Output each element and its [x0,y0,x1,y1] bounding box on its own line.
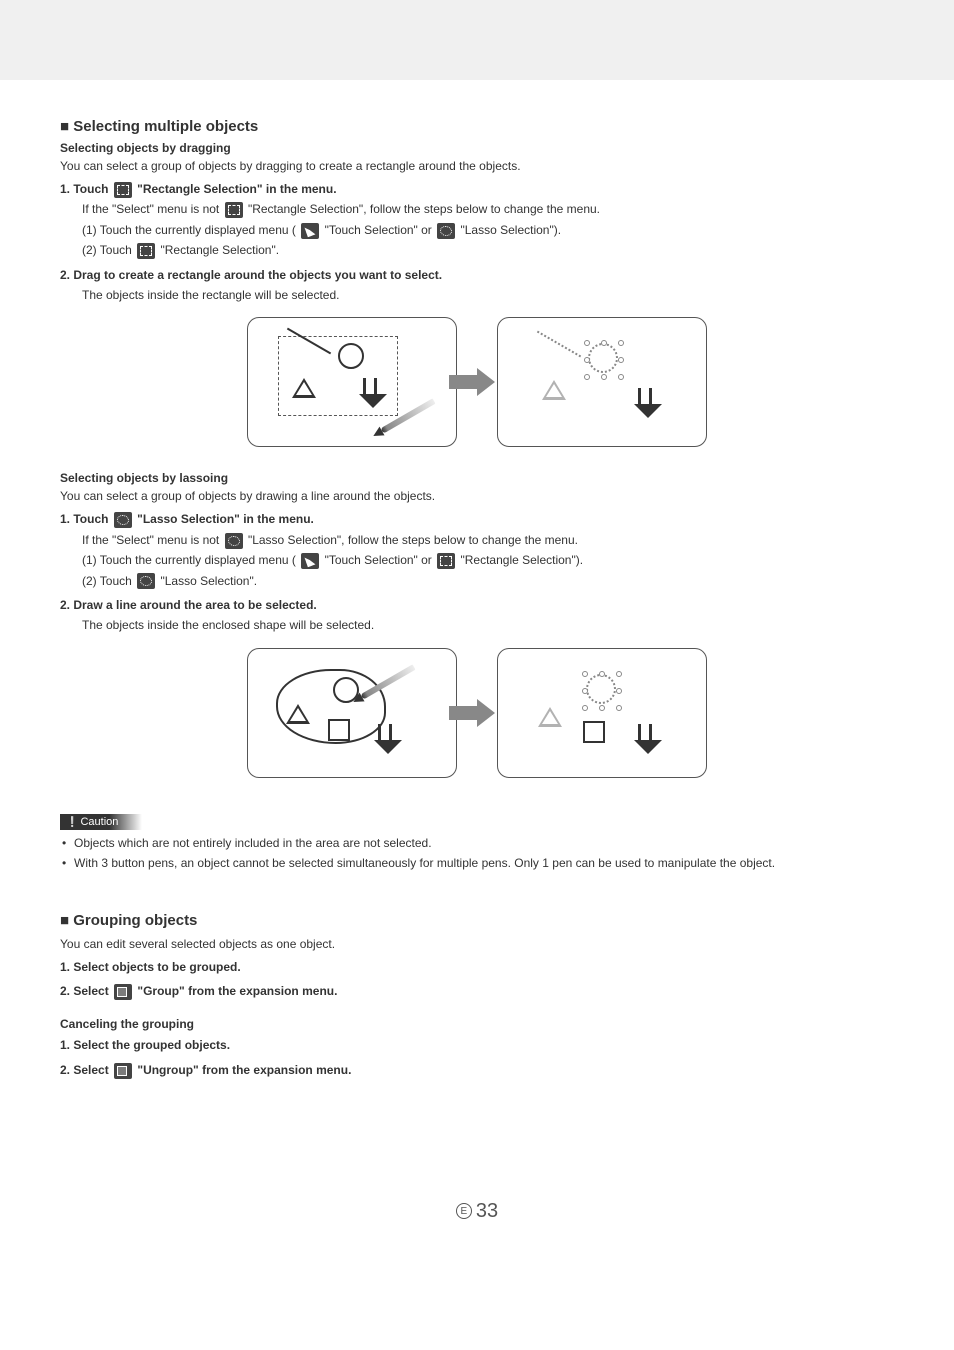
cancel-grouping-title: Canceling the grouping [60,1017,894,1031]
sub-dragging-title: Selecting objects by dragging [60,141,894,155]
lasso-step1-sub2-b: "Lasso Selection". [160,574,257,588]
rect-step2: 2. Drag to create a rectangle around the… [60,265,894,306]
lasso-step1-sub1-b: "Touch Selection" or [325,553,436,567]
section-selecting-title: Selecting multiple objects [60,118,894,135]
rect-step1-body-a: If the "Select" menu is not [82,202,223,216]
ungroup-step2-a: 2. Select [60,1063,112,1077]
rectangle-selection-icon [225,202,243,218]
rect-step1-body-b: "Rectangle Selection", follow the steps … [248,202,600,216]
rect-step1-sub1-a: (1) Touch the currently displayed menu ( [82,223,299,237]
rect-step1: 1. Touch "Rectangle Selection" in the me… [60,179,894,261]
grouping-intro: You can edit several selected objects as… [60,935,894,953]
lasso-step2: 2. Draw a line around the area to be sel… [60,595,894,636]
ungroup-step2-b: "Ungroup" from the expansion menu. [137,1063,351,1077]
lasso-step1-body-b: "Lasso Selection", follow the steps belo… [248,533,578,547]
figure-panel-before [247,317,457,447]
lasso-step1: 1. Touch "Lasso Selection" in the menu. … [60,509,894,591]
lasso-step1-sub1-c: "Rectangle Selection"). [460,553,583,567]
caution-list: Objects which are not entirely included … [60,834,894,872]
page-number: E33 [60,1200,894,1223]
lasso-step1-sub1-a: (1) Touch the currently displayed menu ( [82,553,299,567]
group-step2-b: "Group" from the expansion menu. [137,984,337,998]
rect-step2-body: The objects inside the rectangle will be… [60,285,894,305]
rectangle-selection-icon [137,243,155,259]
group-icon [114,984,132,1000]
lasso-step1-sub2-a: (2) Touch [82,574,135,588]
lasso-step1-label: 1. Touch [60,512,112,526]
rect-step1-sub2-a: (2) Touch [82,243,135,257]
rect-step1-sub2-b: "Rectangle Selection". [160,243,279,257]
rect-step1-label: 1. Touch [60,182,112,196]
page-marker: E [456,1203,472,1219]
page-number-value: 33 [476,1200,498,1222]
figure-panel-after [497,648,707,778]
sub-lasso-intro: You can select a group of objects by dra… [60,487,894,505]
figure-panel-before [247,648,457,778]
touch-selection-icon [301,553,319,569]
header-band [0,0,954,80]
lasso-step1-text: "Lasso Selection" in the menu. [137,512,314,526]
lasso-step1-body-a: If the "Select" menu is not [82,533,223,547]
lasso-selection-icon [114,512,132,528]
caution-label: Caution [60,814,142,830]
rectangle-selection-icon [437,553,455,569]
figure-lasso-selection [60,648,894,778]
lasso-step2-label: 2. Draw a line around the area to be sel… [60,598,317,612]
caution-item: Objects which are not entirely included … [60,834,894,852]
group-step2: 2. Select "Group" from the expansion men… [60,981,894,1001]
section-grouping-title: Grouping objects [60,912,894,929]
lasso-step2-body: The objects inside the enclosed shape wi… [60,615,894,635]
ungroup-icon [114,1063,132,1079]
touch-selection-icon [301,223,319,239]
rect-step1-sub1-c: "Lasso Selection"). [460,223,561,237]
group-step2-a: 2. Select [60,984,112,998]
sub-lasso-title: Selecting objects by lassoing [60,471,894,485]
rectangle-selection-icon [114,182,132,198]
lasso-selection-icon [137,573,155,589]
ungroup-step2: 2. Select "Ungroup" from the expansion m… [60,1060,894,1080]
figure-rectangle-selection [60,317,894,447]
ungroup-step1: 1. Select the grouped objects. [60,1035,894,1055]
caution-item: With 3 button pens, an object cannot be … [60,854,894,872]
rect-step1-sub1-b: "Touch Selection" or [325,223,436,237]
figure-panel-after [497,317,707,447]
rect-step2-label: 2. Drag to create a rectangle around the… [60,268,442,282]
page-content: Selecting multiple objects Selecting obj… [0,80,954,1263]
group-step1: 1. Select objects to be grouped. [60,957,894,977]
sub-dragging-intro: You can select a group of objects by dra… [60,157,894,175]
lasso-selection-icon [437,223,455,239]
rect-step1-text: "Rectangle Selection" in the menu. [137,182,336,196]
lasso-selection-icon [225,533,243,549]
